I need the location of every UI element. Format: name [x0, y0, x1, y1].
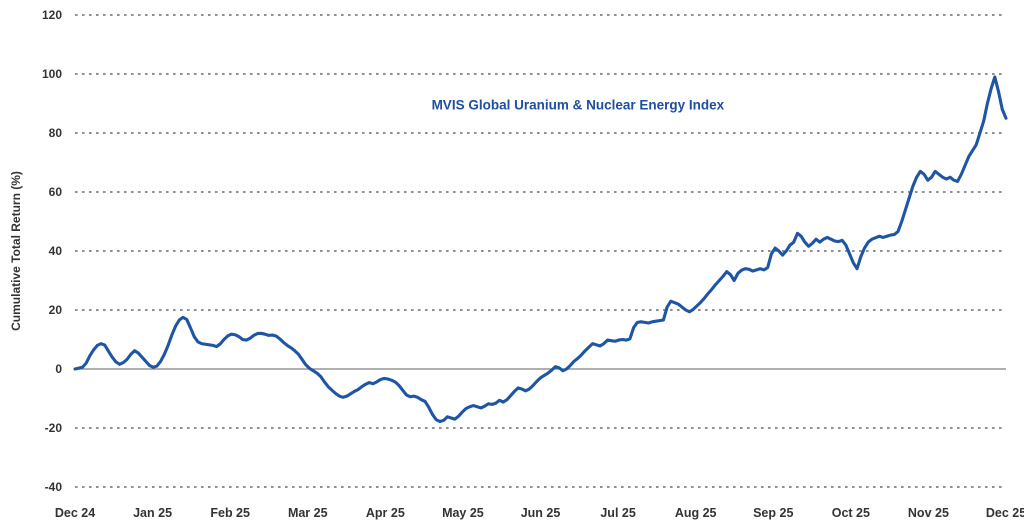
series-annotations: MVIS Global Uranium & Nuclear Energy Ind… — [432, 97, 725, 112]
x-tick-label: Mar 25 — [288, 506, 328, 520]
x-tick-label: Dec 24 — [55, 506, 95, 520]
data-series-lines — [73, 75, 1008, 424]
y-tick-label: 0 — [55, 362, 62, 376]
x-axis-tick-labels: Dec 24 Jan 25 Feb 25 Mar 25 Apr 25 May 25 Jun … — [55, 506, 1024, 520]
y-axis-tick-labels: -40 -20 0 20 40 60 80 100 120 — [42, 8, 62, 494]
x-tick-label: May 25 — [442, 506, 484, 520]
y-tick-label: 100 — [42, 67, 62, 81]
y-axis-title: Cumulative Total Return (%) — [9, 171, 23, 331]
x-tick-label: Feb 25 — [210, 506, 250, 520]
series-annotation-label: MVIS Global Uranium & Nuclear Energy Ind… — [432, 97, 725, 112]
x-tick-label: Jun 25 — [521, 506, 561, 520]
x-tick-label: Apr 25 — [366, 506, 405, 520]
x-tick-label: Jan 25 — [133, 506, 172, 520]
y-tick-label: -40 — [45, 480, 63, 494]
x-tick-label: Jul 25 — [600, 506, 635, 520]
y-tick-label: 20 — [49, 303, 63, 317]
y-tick-label: -20 — [45, 421, 63, 435]
y-tick-label: 120 — [42, 8, 62, 22]
x-tick-label: Aug 25 — [675, 506, 717, 520]
y-tick-label: 40 — [49, 244, 63, 258]
gridlines — [75, 14, 1006, 488]
y-tick-label: 80 — [49, 126, 63, 140]
series-line — [73, 75, 1008, 424]
x-tick-label: Nov 25 — [908, 506, 949, 520]
x-tick-label: Oct 25 — [832, 506, 870, 520]
y-tick-label: 60 — [49, 185, 63, 199]
x-tick-label: Dec 25 — [986, 506, 1024, 520]
x-tick-label: Sep 25 — [753, 506, 793, 520]
